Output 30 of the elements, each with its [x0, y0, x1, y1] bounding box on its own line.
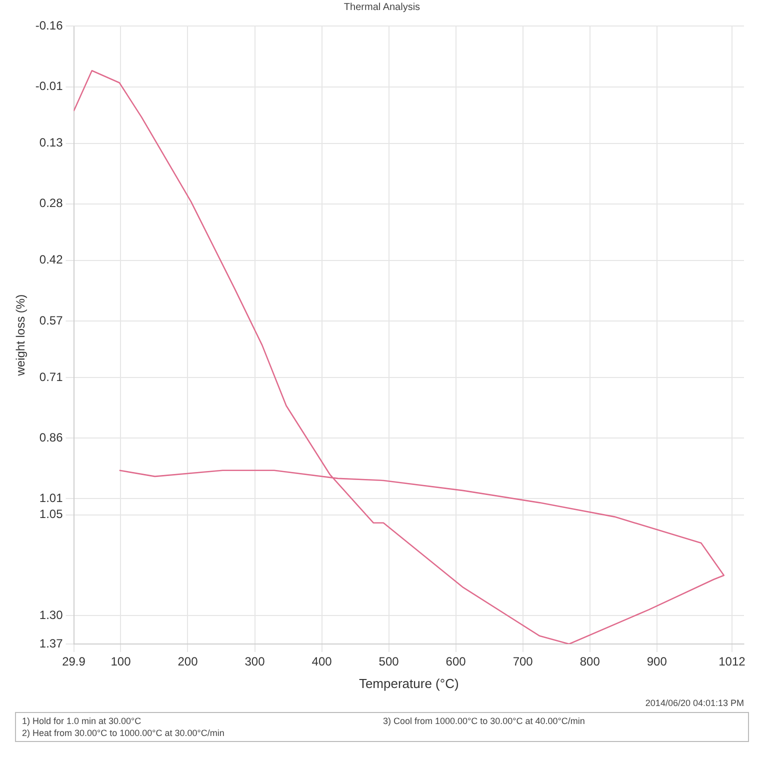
text: 2014/06/20 04:01:13 PM [644, 698, 745, 708]
y-tick-label: -0.01 [35, 79, 64, 94]
y-tick-label: 1.05 [39, 507, 64, 522]
x-axis-title: Temperature (°C) [358, 676, 459, 691]
y-tick-label: 0.13 [39, 136, 64, 150]
y-tick-label: 0.71 [39, 370, 64, 384]
x-tick-label: 700 [512, 654, 534, 669]
y-tick-label: 1.37 [39, 636, 64, 650]
text: 1) Hold for 1.0 min at 30.00°C [22, 716, 142, 726]
x-tick-label: 200 [178, 654, 198, 669]
x-tick-label: 800 [580, 654, 600, 669]
y-tick-label: 1.30 [39, 608, 64, 622]
y-axis-title: weight loss (%) [14, 294, 28, 377]
x-tick-label: 29.9 [62, 654, 86, 669]
y-tick-label: 0.57 [39, 313, 64, 328]
x-tick-label: 1012 [718, 654, 746, 669]
x-tick-label: 900 [646, 654, 668, 669]
x-tick-label: 500 [378, 654, 400, 669]
y-tick-label: -0.16 [35, 18, 64, 33]
y-tick-label: 1.01 [39, 490, 64, 505]
x-tick-label: 100 [110, 654, 132, 669]
y-tick-label: 0.28 [39, 196, 64, 210]
x-tick-label: 400 [312, 654, 332, 669]
text: 2) Heat from 30.00°C to 1000.00°C at 30.00°C/min [22, 728, 226, 738]
text: 3) Cool from 1000.00°C to 30.00°C at 40.00°C/min [383, 716, 586, 726]
x-tick-label: 300 [244, 654, 266, 669]
y-tick-label: 0.42 [39, 252, 64, 267]
x-tick-label: 600 [446, 654, 466, 669]
y-tick-label: 0.86 [39, 430, 64, 444]
chart-title: Thermal Analysis [342, 1, 422, 15]
